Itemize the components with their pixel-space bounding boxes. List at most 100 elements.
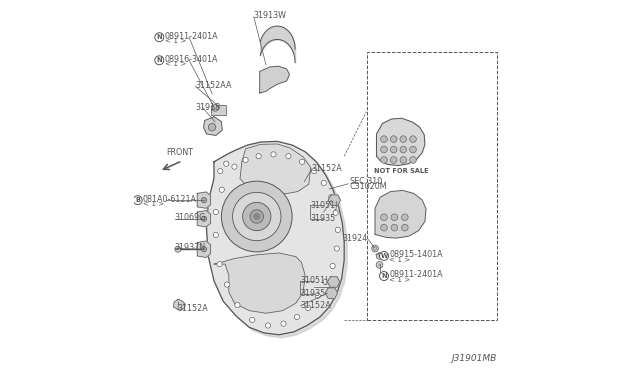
Circle shape (390, 146, 397, 153)
Circle shape (378, 254, 381, 257)
Circle shape (250, 317, 255, 323)
Text: N: N (157, 34, 162, 40)
Text: 31152AA: 31152AA (195, 81, 232, 90)
Circle shape (410, 136, 417, 142)
Circle shape (376, 262, 383, 268)
Circle shape (391, 224, 397, 231)
Circle shape (390, 136, 397, 142)
Circle shape (217, 262, 222, 267)
Text: FRONT: FRONT (166, 148, 193, 157)
Circle shape (202, 216, 207, 221)
Circle shape (218, 169, 223, 174)
Circle shape (374, 247, 376, 250)
Circle shape (300, 159, 305, 164)
Circle shape (133, 196, 142, 205)
Circle shape (333, 210, 338, 215)
Circle shape (202, 247, 207, 252)
Circle shape (321, 180, 326, 186)
Polygon shape (197, 211, 211, 227)
Circle shape (400, 157, 406, 163)
Circle shape (381, 214, 387, 221)
Circle shape (294, 314, 300, 320)
Text: < 1 >: < 1 > (389, 277, 411, 283)
Circle shape (372, 245, 378, 252)
Polygon shape (209, 144, 347, 338)
Circle shape (266, 323, 271, 328)
Circle shape (155, 56, 164, 65)
Circle shape (381, 146, 387, 153)
Text: < 1 >: < 1 > (143, 201, 164, 207)
Polygon shape (328, 195, 340, 205)
Polygon shape (197, 192, 211, 208)
Circle shape (380, 251, 388, 260)
Text: 31152A: 31152A (312, 164, 342, 173)
Polygon shape (376, 118, 425, 166)
Circle shape (209, 124, 216, 131)
Text: 08911-2401A: 08911-2401A (389, 270, 443, 279)
Circle shape (323, 279, 328, 285)
Text: 31924: 31924 (342, 234, 367, 243)
Circle shape (328, 195, 334, 200)
Polygon shape (173, 299, 186, 310)
Polygon shape (325, 288, 337, 298)
Polygon shape (328, 277, 340, 287)
Text: < 1 >: < 1 > (164, 61, 186, 67)
Text: N: N (157, 57, 162, 63)
Circle shape (410, 146, 417, 153)
Circle shape (281, 321, 286, 326)
Polygon shape (375, 190, 426, 238)
Text: 08915-1401A: 08915-1401A (389, 250, 443, 259)
Circle shape (212, 105, 218, 111)
Text: W: W (380, 253, 388, 259)
Text: NOT FOR SALE: NOT FOR SALE (374, 168, 428, 174)
Polygon shape (207, 141, 344, 335)
Circle shape (219, 187, 225, 192)
Text: 31051J: 31051J (310, 201, 338, 210)
Circle shape (243, 157, 248, 163)
Circle shape (235, 302, 240, 308)
Circle shape (305, 305, 310, 311)
Circle shape (335, 227, 340, 232)
Text: 31937N: 31937N (175, 243, 206, 252)
Text: 31913W: 31913W (254, 11, 287, 20)
Circle shape (202, 198, 207, 203)
Circle shape (175, 246, 181, 252)
Text: 31918: 31918 (195, 103, 220, 112)
Bar (367, 52, 497, 320)
Polygon shape (204, 117, 222, 135)
Circle shape (243, 202, 271, 231)
Circle shape (221, 181, 292, 252)
Text: J31901MB: J31901MB (451, 354, 497, 363)
Circle shape (250, 210, 264, 223)
Circle shape (400, 146, 406, 153)
Circle shape (390, 157, 397, 163)
Circle shape (410, 157, 417, 163)
Circle shape (213, 232, 218, 238)
Text: < 1 >: < 1 > (389, 257, 411, 263)
Text: 31152A: 31152A (301, 301, 332, 310)
Circle shape (381, 224, 387, 231)
Text: 31051J: 31051J (301, 276, 328, 285)
Text: 31935: 31935 (310, 214, 336, 223)
Polygon shape (260, 66, 289, 93)
Circle shape (232, 192, 281, 241)
Circle shape (256, 154, 261, 159)
Text: 31152A: 31152A (178, 304, 209, 312)
Circle shape (223, 161, 229, 166)
Circle shape (381, 157, 387, 163)
Text: 08916-3401A: 08916-3401A (164, 55, 218, 64)
Text: N: N (381, 273, 387, 279)
Polygon shape (240, 144, 310, 194)
Text: C31020M: C31020M (349, 182, 387, 191)
Circle shape (225, 282, 230, 287)
Text: 081A0-6121A: 081A0-6121A (143, 195, 197, 203)
Text: < 1 >: < 1 > (164, 38, 186, 44)
Text: B: B (135, 197, 140, 203)
Circle shape (271, 152, 276, 157)
Circle shape (330, 263, 335, 269)
Circle shape (381, 136, 387, 142)
Polygon shape (197, 241, 211, 257)
Bar (211, 105, 225, 115)
Circle shape (376, 253, 383, 259)
Circle shape (400, 136, 406, 142)
